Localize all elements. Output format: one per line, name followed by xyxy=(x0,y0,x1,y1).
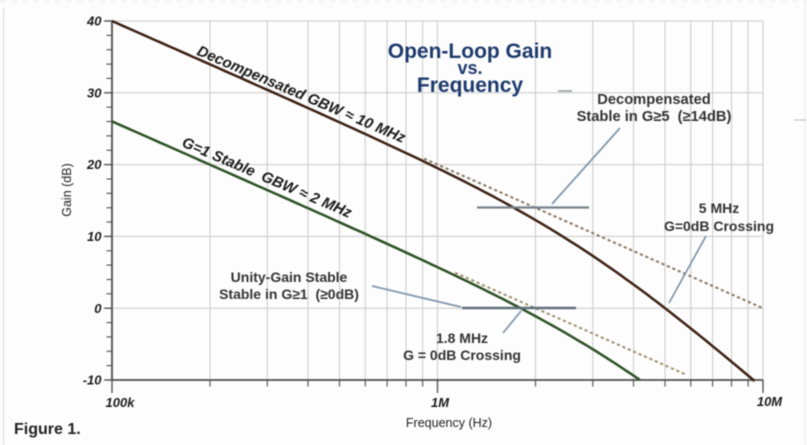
svg-text:40: 40 xyxy=(86,14,102,29)
svg-text:1.8 MHz: 1.8 MHz xyxy=(436,330,488,346)
svg-text:Frequency (Hz): Frequency (Hz) xyxy=(406,416,492,430)
svg-text:G=0dB Crossing: G=0dB Crossing xyxy=(664,218,774,234)
svg-text:G = 0dB Crossing: G = 0dB Crossing xyxy=(403,347,521,363)
svg-text:Stable in G≥1 (≥0dB): Stable in G≥1 (≥0dB) xyxy=(219,286,359,302)
svg-text:100k: 100k xyxy=(106,395,136,410)
svg-text:Gain (dB): Gain (dB) xyxy=(60,163,74,217)
svg-text:Unity-Gain Stable: Unity-Gain Stable xyxy=(231,269,348,285)
svg-text:10: 10 xyxy=(87,229,102,244)
svg-text:5 MHz: 5 MHz xyxy=(699,200,739,216)
svg-text:Decompensated: Decompensated xyxy=(597,92,710,108)
svg-text:Stable in G≥5 (≥14dB): Stable in G≥5 (≥14dB) xyxy=(577,109,732,125)
svg-text:0: 0 xyxy=(94,301,102,316)
svg-text:10M: 10M xyxy=(757,394,783,409)
svg-text:vs.: vs. xyxy=(457,58,482,78)
svg-text:30: 30 xyxy=(87,85,102,100)
svg-text:Open-Loop Gain: Open-Loop Gain xyxy=(388,40,552,63)
svg-text:Figure 1.: Figure 1. xyxy=(14,421,81,438)
svg-text:20: 20 xyxy=(86,157,102,172)
svg-text:Frequency: Frequency xyxy=(417,74,524,97)
svg-text:-10: -10 xyxy=(83,373,103,388)
svg-text:1M: 1M xyxy=(431,395,450,410)
